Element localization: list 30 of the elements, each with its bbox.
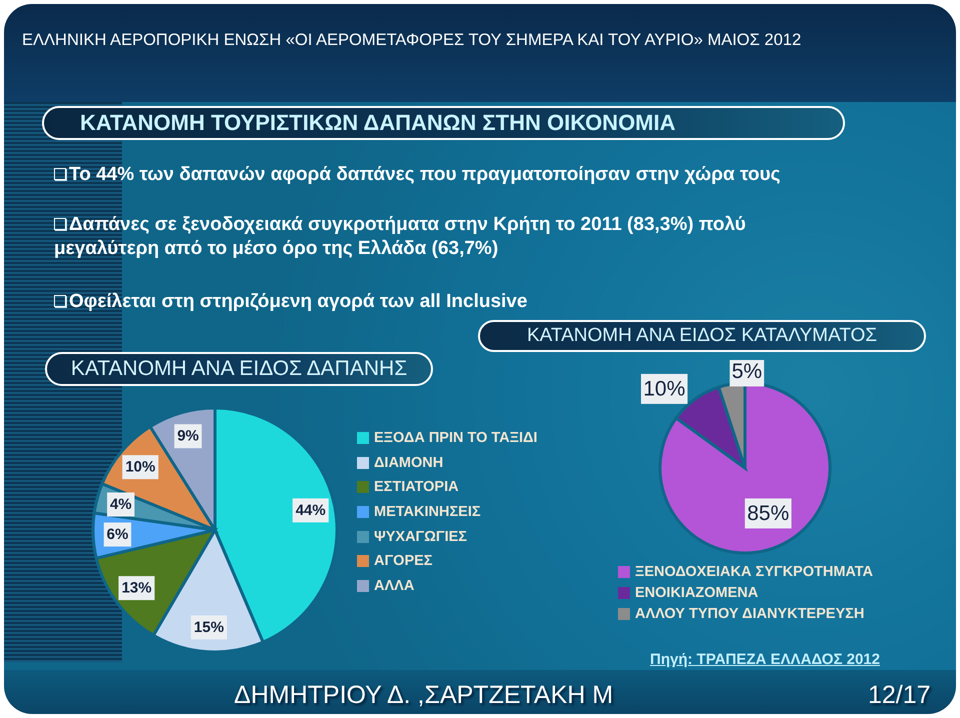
legend-label: ΜΕΤΑΚΙΝΗΣΕΙΣ [374, 504, 481, 520]
legend-label: ΕΞΟΔΑ ΠΡΙΝ ΤΟ ΤΑΞΙΔΙ [374, 430, 538, 446]
text: ΕΛΛΗΝΙΚΗ ΑΕΡΟΠΟΡΙΚΗ ΕΝΩΣΗ «ΟΙ ΑΕΡΟΜΕΤΑΦΟΡΕΣ ΤΟΥ ΣΗΜΕΡΑ ΚΑΙ ΤΟΥ ΑΥΡΙΟ» ΜΑΙΟΣ 2012 [22, 31, 802, 50]
text: Πηγή: ΤΡΑΠΕΖΑ ΕΛΛΑΔΟΣ 2012 [650, 651, 880, 668]
data-label: 15% [194, 618, 224, 636]
text: ΔΗΜΗΤΡΙΟΥ Δ. ,ΣΑΡΤΖΕΤΑΚΗ Μ [234, 681, 614, 710]
data-label: 9% [177, 428, 199, 445]
chart-title: ΚΑΤΑΝΟΜΗ ΑΝΑ ΕΙΔΟΣ ΔΑΠΑΝΗΣ [70, 357, 408, 381]
chart-title: ΚΑΤΑΝΟΜΗ ΑΝΑ ΕΙΔΟΣ ΚΑΤΑΛΥΜΑΤΟΣ [526, 325, 878, 347]
legend-label: ΕΝΟΙΚΙΑΖΟΜΕΝΑ [635, 584, 758, 600]
data-label: 10% [643, 377, 686, 400]
data-label: 6% [106, 526, 128, 544]
legend-label: ΕΣΤΙΑΤΟΡΙΑ [374, 479, 459, 496]
legend-label: ΨΥΧΑΓΩΓΙΕΣ [374, 528, 468, 545]
text: Το 44% των δαπανών αφορά δαπάνες που πραγματοποίησαν στην χώρα τους [68, 163, 782, 187]
data-label: 4% [110, 496, 132, 513]
legend-label: ΑΛΛΑ [374, 578, 414, 594]
text: 12/17 [868, 681, 931, 710]
data-label: 13% [122, 580, 152, 597]
data-label: 5% [732, 360, 762, 383]
data-label: 44% [296, 502, 326, 519]
text: ΚΑΤΑΝΟΜΗ ΤΟΥΡΙΣΤΙΚΩΝ ΔΑΠΑΝΩΝ ΣΤΗΝ ΟΙΚΟΝΟΜΙΑ [80, 110, 676, 136]
legend-label: ΞΕΝΟΔΟΧΕΙΑΚΑ ΣΥΓΚΡΟΤΗΜΑΤΑ [635, 564, 873, 580]
text: Οφείλεται στη στηριζόμενη αγορά των all Inclusive [68, 290, 528, 314]
legend-label: ΔΙΑΜΟΝΗ [374, 454, 444, 471]
legend-label: ΑΓΟΡΕΣ [374, 553, 433, 570]
text: Δαπάνες σε ξενοδοχειακά συγκροτήματα στην Κρήτη το 2011 (83,3%) πολύ μεγαλύτερη από το μέσο όρο της Ελλάδα (63,7%) [54, 213, 747, 261]
data-label: 85% [747, 502, 790, 525]
data-label: 10% [125, 458, 156, 476]
legend-label: ΑΛΛΟΥ ΤΥΠΟΥ ΔΙΑΝΥΚΤΕΡΕΥΣΗ [635, 606, 864, 622]
